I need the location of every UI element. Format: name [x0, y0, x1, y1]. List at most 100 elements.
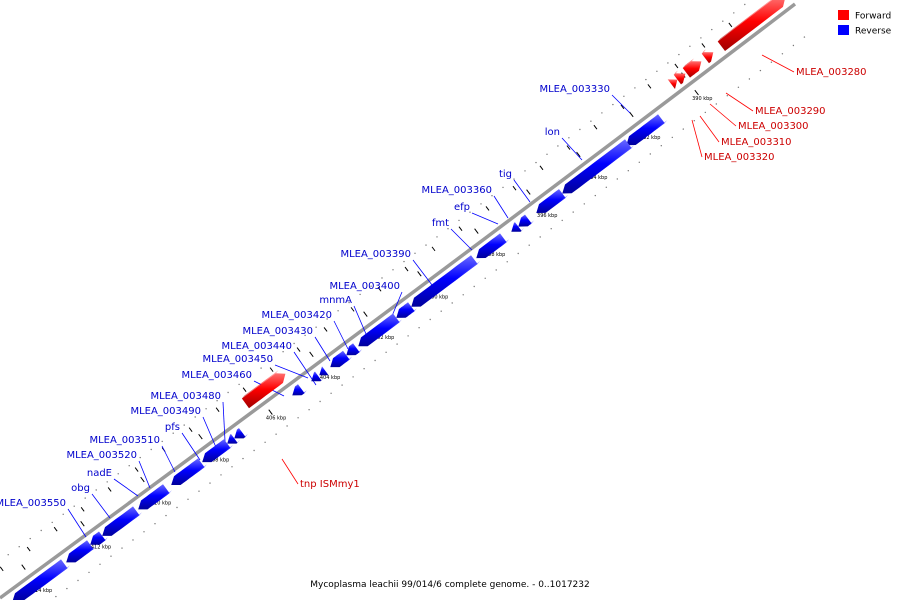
guide-dot	[231, 466, 233, 468]
guide-dot	[363, 368, 365, 370]
guide-dot	[656, 70, 658, 73]
guide-dot	[704, 111, 706, 114]
guide-dot	[341, 384, 343, 386]
minor-tick	[80, 507, 85, 512]
reverse-gene-arrow-shade	[520, 227, 525, 232]
reverse-gene-arrow	[292, 384, 305, 396]
minor-tick	[566, 145, 571, 150]
tick-mark	[140, 476, 145, 483]
guide-dot	[671, 136, 673, 139]
guide-dot	[150, 448, 152, 451]
reverse-gene-arrow-shade	[355, 349, 363, 356]
tick-label: 406 kbp	[266, 415, 286, 421]
reverse-gene-arrow	[311, 371, 322, 382]
legend-label-reverse: Reverse	[855, 27, 892, 37]
minor-tick	[647, 84, 652, 89]
reverse-gene-arrow-shade	[236, 439, 240, 444]
guide-dot	[370, 285, 372, 287]
guide-dot	[678, 53, 680, 56]
forward-gene-label: MLEA_003290	[755, 106, 826, 117]
minor-tick	[134, 467, 139, 472]
reverse-gene-label: MLEA_003400	[329, 281, 400, 292]
guide-dot	[51, 521, 53, 524]
minor-tick	[593, 124, 598, 130]
reverse-gene-label-leader	[274, 364, 309, 379]
guide-dot	[194, 416, 196, 418]
forward-gene-label-leader	[761, 54, 795, 73]
forward-gene-arrow-shade	[682, 58, 695, 68]
reverse-gene-label: MLEA_003490	[130, 406, 201, 417]
legend-entry-reverse: Reverse	[838, 25, 892, 37]
guide-dot	[506, 261, 508, 263]
guide-dot	[458, 219, 460, 222]
tick-mark	[268, 409, 273, 415]
guide-dot	[583, 203, 585, 205]
minor-tick	[269, 367, 274, 372]
reverse-gene-label: MLEA_003330	[539, 84, 610, 95]
guide-dot	[128, 465, 130, 467]
guide-dot	[792, 44, 795, 47]
guide-dot	[451, 302, 453, 304]
guide-dot	[304, 334, 306, 337]
minor-tick	[728, 22, 733, 28]
reverse-gene-arrow-shade	[111, 512, 142, 536]
guide-dot	[557, 145, 559, 147]
guide-dot	[216, 400, 218, 402]
guide-dot	[227, 391, 229, 394]
guide-dot	[605, 186, 607, 188]
tick-label: 404 kbp	[320, 375, 340, 381]
guide-dot	[396, 343, 398, 345]
reverse-gene-arrow	[562, 139, 632, 194]
guide-dot	[143, 531, 145, 533]
reverse-gene-arrow	[358, 313, 400, 347]
minor-tick	[242, 387, 247, 392]
guide-dot	[172, 432, 174, 434]
guide-dot	[132, 539, 134, 541]
guide-dot	[535, 161, 537, 164]
guide-dot	[183, 424, 185, 426]
guide-dot	[462, 294, 464, 296]
minor-tick	[53, 526, 58, 532]
reverse-gene-label-leader	[513, 179, 531, 203]
guide-dot	[260, 367, 262, 369]
legend-swatch-forward	[838, 10, 849, 20]
guide-dot	[315, 326, 317, 328]
guide-dot	[627, 170, 629, 172]
reverse-gene-label: lon	[545, 127, 560, 138]
reverse-gene-label: MLEA_003550	[0, 498, 66, 509]
forward-gene-arrow-shade	[701, 49, 707, 54]
guide-dot	[55, 595, 57, 598]
guide-dot	[7, 554, 9, 556]
reverse-gene-arrow-shade	[405, 308, 418, 318]
legend-swatch-reverse	[838, 25, 849, 35]
guide-dot	[572, 211, 574, 213]
guide-dot	[99, 563, 101, 565]
reverse-gene-arrow	[511, 222, 522, 232]
guide-dot	[524, 170, 526, 172]
guide-dot	[84, 497, 86, 499]
tick-mark	[21, 564, 26, 570]
tick-mark	[694, 89, 699, 96]
guide-dot	[330, 392, 332, 394]
guide-dot	[803, 36, 806, 38]
minor-tick	[701, 43, 706, 48]
reverse-gene-label: MLEA_003480	[150, 391, 221, 402]
guide-dot	[161, 440, 163, 443]
reverse-gene-label-leader	[181, 432, 201, 461]
guide-dot	[73, 505, 75, 507]
tick-label: 402 kbp	[374, 335, 394, 341]
guide-dot	[737, 86, 740, 89]
reverse-gene-label: MLEA_003510	[89, 435, 160, 446]
guide-dot	[95, 489, 97, 491]
forward-gene-label-leader	[281, 458, 299, 485]
minor-tick	[431, 246, 436, 252]
reverse-gene-label: MLEA_003450	[202, 354, 273, 365]
forward-strand-genes: MLEA_003280 MLEA_003290 MLEA_003300 MLEA_00…	[241, 0, 867, 490]
reverse-gene-label-leader	[161, 445, 176, 473]
guide-dot	[781, 53, 784, 55]
reverse-gene-label-leader	[314, 336, 331, 362]
reverse-gene-arrow	[518, 214, 532, 227]
guide-dot	[711, 28, 713, 31]
guide-dot	[539, 236, 541, 238]
tick-label: 408 kbp	[209, 458, 229, 464]
